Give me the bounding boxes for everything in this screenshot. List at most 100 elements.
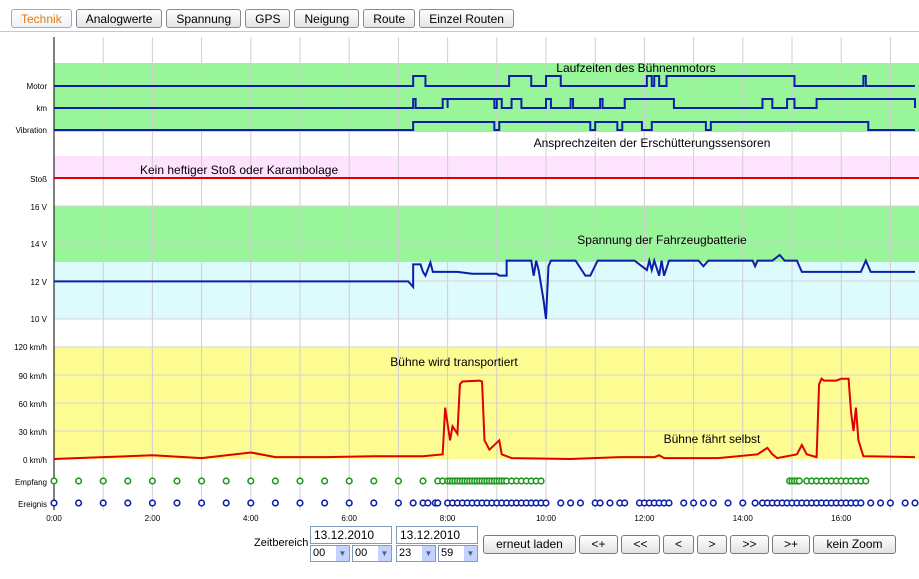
series-line-km xyxy=(54,98,916,109)
ereignis-event-marker xyxy=(901,499,909,507)
ereignis-event-marker xyxy=(124,499,132,507)
ereignis-event-marker xyxy=(596,499,604,507)
ereignis-event-marker xyxy=(345,499,353,507)
ereignis-event-marker xyxy=(50,499,58,507)
ereignis-event-marker xyxy=(271,499,280,507)
ereignis-event-marker xyxy=(709,499,717,507)
to-hour-value: 23 xyxy=(399,547,412,559)
ereignis-event-marker xyxy=(857,499,865,507)
extend-left-button[interactable]: <+ xyxy=(579,535,618,554)
annotation-self-driving: Bühne fährt selbst xyxy=(664,432,761,446)
ereignis-event-marker xyxy=(434,499,442,507)
grid xyxy=(54,37,919,510)
empfang-event-marker xyxy=(296,477,304,485)
series-line-spannung xyxy=(54,253,915,320)
empfang-event-marker xyxy=(795,477,803,485)
empfang-event-marker xyxy=(394,477,403,485)
row-labels: Motor km Vibration Stoß 16 V 14 V 12 V 1… xyxy=(14,82,48,509)
x-tick-label: 6:00 xyxy=(341,514,357,523)
reload-button[interactable]: erneut laden xyxy=(483,535,576,554)
empfang-event-marker xyxy=(247,477,255,485)
row-label-vibration: Vibration xyxy=(16,126,47,135)
ereignis-event-marker xyxy=(739,499,747,507)
x-tick-label: 8:00 xyxy=(440,514,456,523)
chevron-down-icon: ▼ xyxy=(422,546,435,561)
from-minute-value: 00 xyxy=(355,547,368,559)
tab-analogwerte[interactable]: Analogwerte xyxy=(75,9,163,28)
stoss-band xyxy=(54,156,919,178)
fast-back-button[interactable]: << xyxy=(621,535,660,554)
to-minute-select[interactable]: 59 ▼ xyxy=(438,545,478,562)
voltage-high-band xyxy=(54,206,919,262)
ereignis-event-marker xyxy=(222,499,230,507)
empfang-event-marker xyxy=(862,477,870,485)
fast-forward-button[interactable]: >> xyxy=(730,535,769,554)
empfang-event-marker xyxy=(271,477,280,485)
x-tick-label: 0:00 xyxy=(46,514,62,523)
ereignis-event-marker xyxy=(566,499,575,507)
extend-right-button[interactable]: >+ xyxy=(772,535,810,554)
tab-gps[interactable]: GPS xyxy=(245,9,291,28)
series-line-vibration xyxy=(54,121,915,131)
ereignis-event-marker xyxy=(99,499,107,507)
no-zoom-button[interactable]: kein Zoom xyxy=(813,535,896,554)
technik-chart[interactable]: Motor km Vibration Stoß 16 V 14 V 12 V 1… xyxy=(0,33,919,523)
empfang-event-marker xyxy=(148,477,156,485)
ereignis-event-marker xyxy=(247,499,255,507)
x-tick-label: 4:00 xyxy=(243,514,259,523)
ereignis-event-marker xyxy=(751,499,759,507)
ereignis-event-marker xyxy=(724,499,732,507)
tab-route[interactable]: Route xyxy=(363,9,416,28)
series-line-motor xyxy=(54,75,915,87)
x-tick-label: 2:00 xyxy=(145,514,161,523)
ereignis-event-marker xyxy=(148,499,156,507)
annotation-battery: Spannung der Fahrzeugbatterie xyxy=(577,233,747,247)
empfang-event-marker xyxy=(419,477,427,485)
ereignis-event-marker xyxy=(911,499,919,507)
tab-technik[interactable]: Technik xyxy=(11,9,72,28)
ereignis-event-marker xyxy=(867,499,875,507)
empfang-event-marker xyxy=(198,477,206,485)
annotation-motor: Laufzeiten des Bühnenmotors xyxy=(556,61,715,75)
row-label-stoss: Stoß xyxy=(30,175,47,184)
from-hour-select[interactable]: 00 ▼ xyxy=(310,545,350,562)
x-tick-label: 16:00 xyxy=(831,514,852,523)
forward-button[interactable]: > xyxy=(697,535,727,554)
to-date-field[interactable]: 13.12.2010 xyxy=(396,526,478,544)
ereignis-event-marker xyxy=(680,499,688,507)
empfang-event-marker xyxy=(370,477,378,485)
row-label-ereignis: Ereignis xyxy=(18,500,47,509)
ereignis-event-marker xyxy=(370,499,378,507)
x-tick-label: 10:00 xyxy=(536,514,557,523)
empfang-event-marker xyxy=(537,477,545,485)
back-button[interactable]: < xyxy=(663,535,694,554)
ereignis-event-marker xyxy=(394,499,403,507)
chart-series xyxy=(50,75,919,507)
empfang-event-marker xyxy=(99,477,107,485)
annotation-stoss: Kein heftiger Stoß oder Karambolage xyxy=(140,163,338,177)
row-label-0kmh: 0 km/h xyxy=(23,456,47,465)
ereignis-event-marker xyxy=(296,499,304,507)
ereignis-event-marker xyxy=(542,499,550,507)
ereignis-event-marker xyxy=(606,499,614,507)
ereignis-event-marker xyxy=(699,499,708,507)
ereignis-event-marker xyxy=(576,499,585,507)
annotation-vibration: Ansprechzeiten der Erschütterungssensore… xyxy=(534,136,771,150)
to-hour-select[interactable]: 23 ▼ xyxy=(396,545,436,562)
ereignis-event-marker xyxy=(74,499,83,507)
from-minute-select[interactable]: 00 ▼ xyxy=(352,545,392,562)
row-label-10v: 10 V xyxy=(31,315,48,324)
row-label-12v: 12 V xyxy=(31,278,48,287)
ereignis-event-marker xyxy=(198,499,206,507)
from-date-field[interactable]: 13.12.2010 xyxy=(310,526,392,544)
row-label-km: km xyxy=(36,104,47,113)
voltage-low-band xyxy=(54,262,919,319)
tab-neigung[interactable]: Neigung xyxy=(294,9,360,28)
x-tick-label: 14:00 xyxy=(733,514,754,523)
tab-spannung[interactable]: Spannung xyxy=(166,9,242,28)
empfang-event-marker xyxy=(50,477,58,485)
tab-einzel-routen[interactable]: Einzel Routen xyxy=(419,9,514,28)
ereignis-event-marker xyxy=(424,499,432,507)
annotation-transported: Bühne wird transportiert xyxy=(390,355,518,369)
tab-bar: Technik Analogwerte Spannung GPS Neigung… xyxy=(11,9,514,28)
